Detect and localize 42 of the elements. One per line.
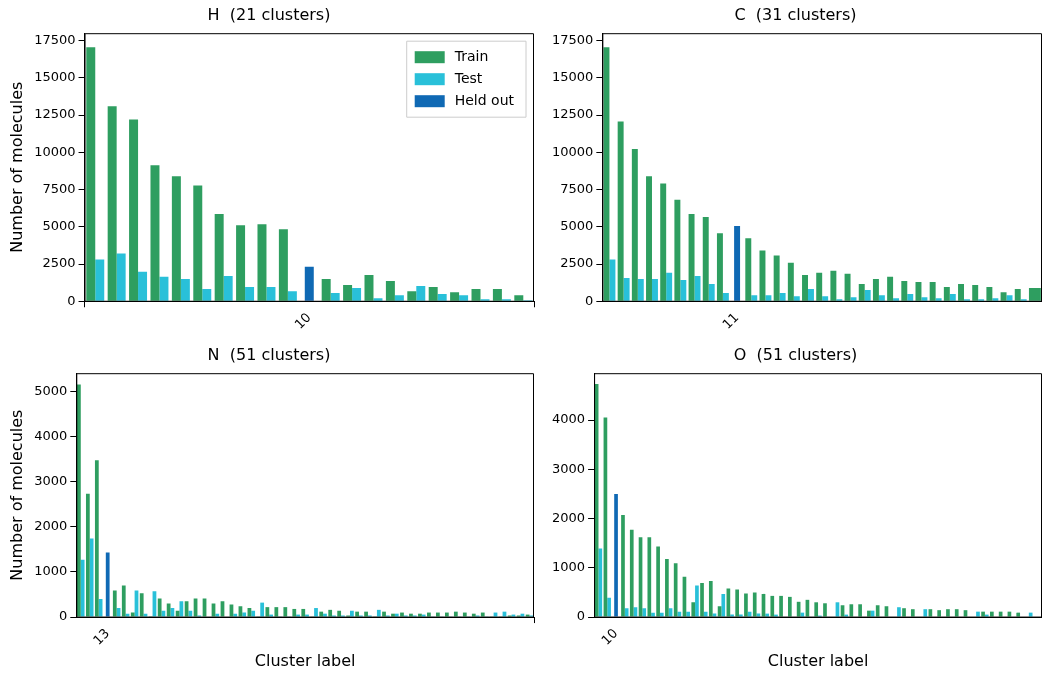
y-tick-label: 4000 [551,411,586,427]
y-tick-label: 3000 [34,472,68,488]
x-axis-title: Cluster label [767,650,869,670]
y-tick-label: 5000 [42,218,76,234]
y-tick-label: 15000 [34,69,76,85]
y-tick-label: 7500 [42,180,76,196]
chart-title: O (51 clusters) [733,344,858,364]
y-tick-label: 2000 [551,509,586,525]
y-tick-label: 12500 [34,106,76,122]
x-tick-label: 11 [719,309,742,332]
y-tick-label: 7500 [560,180,594,196]
y-tick-label: 2500 [42,255,76,271]
chart-title: C (31 clusters) [734,4,857,24]
y-tick-label: 2500 [560,255,594,271]
y-tick-label: 1000 [34,563,68,579]
y-tick-label: 2000 [34,518,68,534]
y-tick-label: 0 [67,292,76,308]
legend-label: Train [453,47,489,64]
y-tick-label: 15000 [552,69,594,85]
x-axis-title: Cluster label [254,650,356,670]
y-tick-label: 0 [59,608,68,624]
y-tick-label: 0 [585,292,594,308]
legend-label: Test [453,69,483,86]
y-tick-label: 10000 [34,143,76,159]
y-tick-label: 3000 [551,460,586,476]
y-tick-label: 10000 [552,143,594,159]
y-tick-label: 17500 [34,32,76,48]
y-tick-label: 4000 [34,427,68,443]
y-tick-label: 5000 [560,218,594,234]
x-tick-label: 10 [291,309,314,332]
y-tick-label: 5000 [34,382,68,398]
chart-title: H (21 clusters) [207,4,331,24]
y-tick-label: 12500 [552,106,594,122]
y-tick-label: 1000 [551,559,586,575]
x-tick-label: 13 [89,625,113,648]
x-tick-label: 10 [598,625,621,648]
chart-title: N (51 clusters) [207,344,331,364]
y-axis-title: Number of molecules [6,409,26,581]
y-tick-label: 0 [576,608,586,624]
legend-label: Held out [454,91,515,108]
y-axis-title: Number of molecules [6,81,26,253]
y-tick-label: 17500 [552,32,594,48]
